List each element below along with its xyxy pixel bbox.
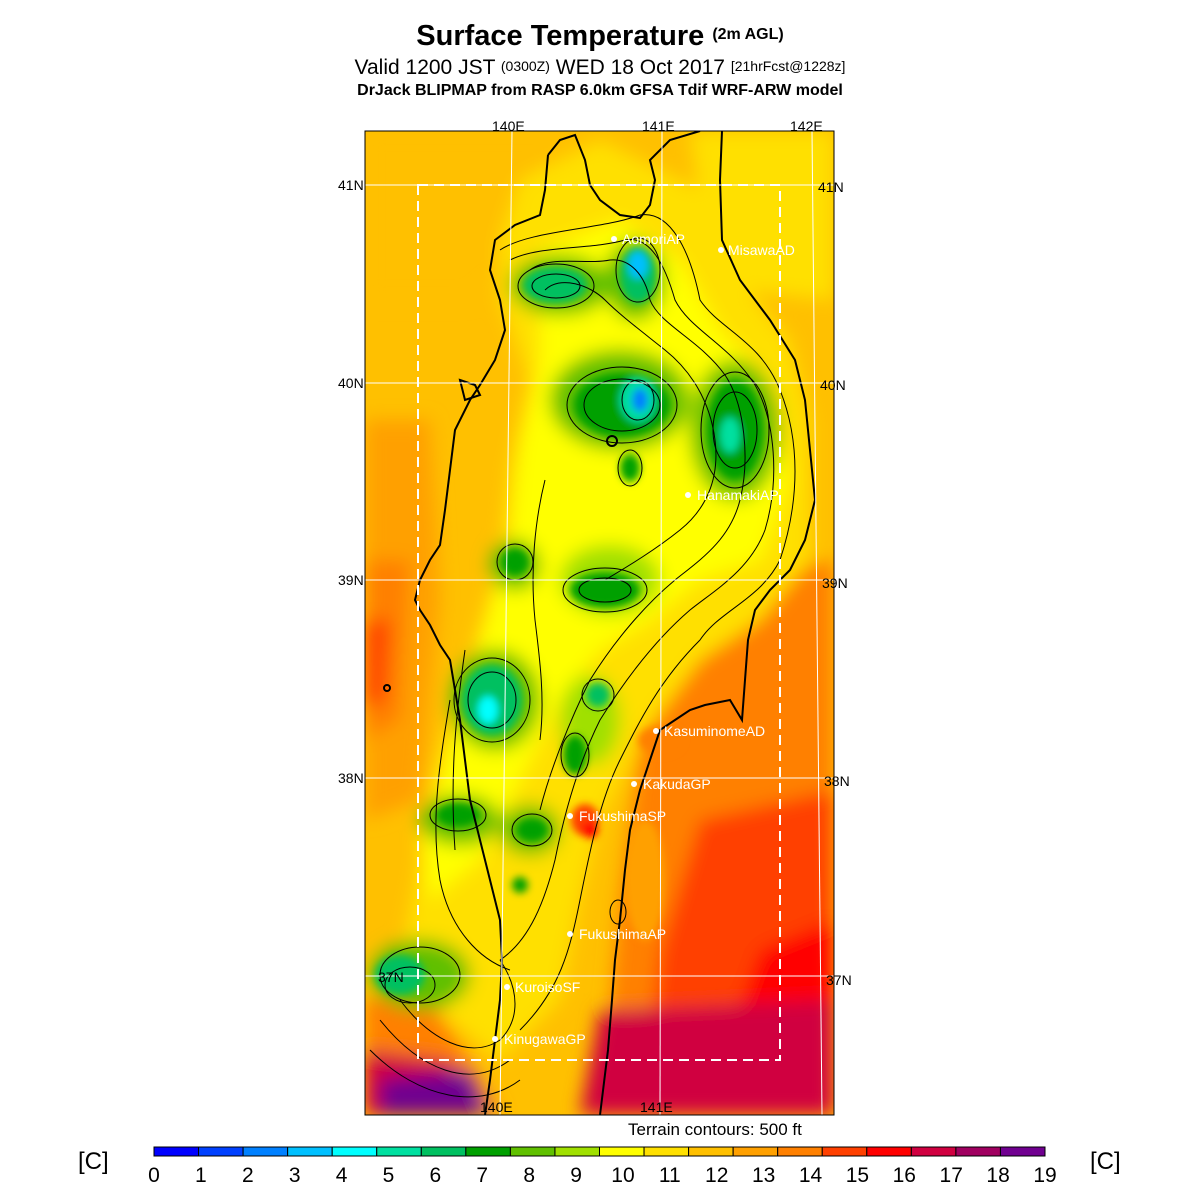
- lat-label-left: 38N: [338, 770, 364, 786]
- valid-zulu: (0300Z): [500, 58, 550, 74]
- lat-label-left: 37N: [378, 969, 404, 985]
- valid-date: WED 18 Oct 2017: [555, 56, 725, 79]
- station-fukushimasp[interactable]: FukushimaSP: [567, 808, 666, 824]
- station-marker-icon: [653, 728, 659, 734]
- station-marker-icon: [685, 492, 691, 498]
- station-label: KinugawaGP: [504, 1031, 586, 1047]
- station-kakudagp[interactable]: KakudaGP: [631, 776, 711, 792]
- lat-label-left: 41N: [338, 177, 364, 193]
- map-title: Surface Temperature (2m AGL): [0, 18, 1200, 53]
- station-kuroisosf[interactable]: KuroisoSF: [504, 979, 580, 995]
- title-block: Surface Temperature (2m AGL) Valid 1200 …: [0, 18, 1200, 101]
- lat-label-right: 39N: [822, 575, 848, 591]
- station-kasuminomead[interactable]: KasuminomeAD: [653, 723, 765, 739]
- title-main: Surface Temperature: [416, 20, 705, 52]
- station-label: KakudaGP: [643, 776, 711, 792]
- lon-label-top: 142E: [790, 118, 823, 134]
- model-line: DrJack BLIPMAP from RASP 6.0km GFSA Tdif…: [357, 82, 843, 99]
- title-suffix: (2m AGL): [712, 26, 784, 43]
- station-label: KuroisoSF: [515, 979, 580, 995]
- station-aomoriap[interactable]: AomoriAP: [611, 231, 685, 247]
- station-hanamakiap[interactable]: HanamakiAP: [685, 487, 779, 503]
- station-label: HanamakiAP: [697, 487, 779, 503]
- colorbar-unit-left: [C]: [78, 1148, 109, 1175]
- station-label: MisawaAD: [728, 242, 795, 258]
- station-fukushimaap[interactable]: FukushimaAP: [567, 926, 666, 942]
- temperature-field: [365, 131, 834, 1115]
- station-label: AomoriAP: [622, 231, 685, 247]
- lon-label-top: 140E: [492, 118, 525, 134]
- station-label: FukushimaAP: [579, 926, 666, 942]
- station-marker-icon: [504, 984, 510, 990]
- lat-label-left: 40N: [338, 375, 364, 391]
- station-marker-icon: [492, 1036, 498, 1042]
- lat-label-left: 39N: [338, 572, 364, 588]
- station-marker-icon: [611, 236, 617, 242]
- station-marker-icon: [567, 931, 573, 937]
- lat-label-right: 37N: [826, 972, 852, 988]
- axis-labels: 140E 141E 142E 140E 141E 41N 40N 39N 38N…: [338, 118, 852, 1115]
- domain-box: [417, 184, 781, 1061]
- lon-label-bottom: 141E: [640, 1099, 673, 1115]
- lat-label-right: 40N: [820, 377, 846, 393]
- stations: AomoriAP MisawaAD HanamakiAP KasuminomeA…: [492, 231, 795, 1047]
- station-marker-icon: [567, 813, 573, 819]
- lon-label-bottom: 140E: [480, 1099, 513, 1115]
- station-label: FukushimaSP: [579, 808, 666, 824]
- lon-label-top: 141E: [642, 118, 675, 134]
- station-label: KasuminomeAD: [664, 723, 765, 739]
- colorbar-unit-right: [C]: [1090, 1148, 1121, 1175]
- valid-time: Valid 1200 JST (0300Z) WED 18 Oct 2017 […: [0, 53, 1200, 81]
- station-marker-icon: [718, 247, 724, 253]
- map-frame: [364, 130, 835, 1116]
- forecast-info: [21hrFcst@1228z]: [730, 58, 846, 74]
- station-misawaad[interactable]: MisawaAD: [718, 242, 795, 258]
- valid-prefix: Valid 1200 JST: [354, 56, 496, 79]
- terrain-contours: [369, 214, 796, 1098]
- lat-label-right: 41N: [818, 179, 844, 195]
- terrain-note: Terrain contours: 500 ft: [628, 1120, 802, 1139]
- station-marker-icon: [631, 781, 637, 787]
- lat-label-right: 38N: [824, 773, 850, 789]
- station-kinugawagp[interactable]: KinugawaGP: [492, 1031, 586, 1047]
